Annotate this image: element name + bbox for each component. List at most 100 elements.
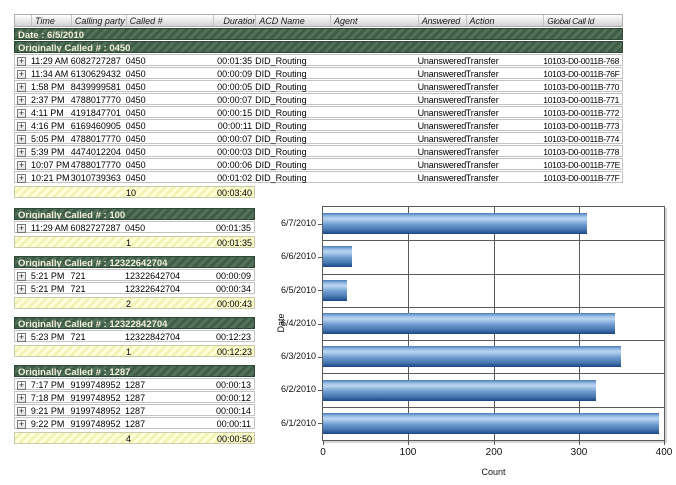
cell-calling: 3010739363 <box>70 173 121 183</box>
horizontal-gridline <box>323 274 664 275</box>
cell-calling: 4788017770 <box>70 160 121 170</box>
expand-row-button[interactable]: + <box>17 380 26 390</box>
cell-duration: 00:00:14 <box>215 406 251 416</box>
column-header-global-call-id: Global Call Id <box>543 15 622 26</box>
cell-called: 0450 <box>125 69 146 79</box>
expand-row-button[interactable]: + <box>17 69 26 79</box>
originally-called-band: Originally Called # : 12322842704 <box>14 317 255 329</box>
cell-duration: 00:00:34 <box>215 284 251 294</box>
cell-time: 10:07 PM <box>30 160 70 170</box>
cell-action: Transfer <box>465 160 499 170</box>
call-row: +5:21 PM 721 12322642704 00:00:34 <box>14 282 255 294</box>
cell-duration: 00:00:15 <box>217 108 253 118</box>
originally-called-band: Originally Called # : 1287 <box>14 365 255 377</box>
cell-duration: 00:00:05 <box>217 82 253 92</box>
expand-row-button[interactable]: + <box>17 56 26 66</box>
y-tick-label: 6/1/2010 <box>280 418 316 428</box>
x-tick-mark <box>664 441 665 445</box>
cell-called: 0450 <box>125 56 146 66</box>
total-spacer <box>15 237 126 247</box>
calls-by-date-chart: Date 6/7/2010 6/6/2010 6/5/2010 6/4/2010 6/3… <box>272 198 674 485</box>
group-sections: Originally Called # : 100 +11:29 AM 608272… <box>14 208 255 452</box>
bar-6/2/2010 <box>323 380 596 401</box>
bar-6/3/2010 <box>323 346 621 367</box>
call-row: +11:34 AM 6130629432 0450 00:00:09 DID_Routi… <box>14 67 623 79</box>
cell-called: 0450 <box>125 95 146 105</box>
expand-row-button[interactable]: + <box>17 223 26 233</box>
cell-acd: DID_Routing <box>255 147 307 157</box>
cell-action: Transfer <box>465 82 499 92</box>
y-tick-mark <box>318 290 322 291</box>
group-section: Originally Called # : 100 +11:29 AM 608272… <box>14 208 255 248</box>
call-row: +11:29 AM 6082727287 0450 00:01:35 <box>14 221 255 233</box>
expand-row-button[interactable]: + <box>17 393 26 403</box>
y-tick-mark <box>318 257 322 258</box>
cell-called: 0450 <box>125 82 146 92</box>
cell-answered: Unanswered <box>417 108 467 118</box>
total-spacer <box>15 346 126 356</box>
cell-expand: + <box>15 81 31 92</box>
cell-calling: 721 <box>70 284 86 294</box>
cell-duration: 00:00:07 <box>217 95 253 105</box>
cell-time: 1:58 PM <box>30 82 65 92</box>
group-section: Originally Called # : 1287 +7:17 PM 919974… <box>14 365 255 444</box>
group-total-row: 10 00:03:40 <box>14 186 255 198</box>
main-section-total: 10 00:03:40 <box>14 186 623 198</box>
cell-acd: DID_Routing <box>255 56 307 66</box>
expand-row-button[interactable]: + <box>17 108 26 118</box>
y-tick-mark <box>318 224 322 225</box>
cell-called: 0450 <box>125 108 146 118</box>
cell-answered: Unanswered <box>417 147 467 157</box>
cell-answered: Unanswered <box>417 134 467 144</box>
column-header-expand <box>15 15 31 26</box>
cell-agent <box>330 107 418 117</box>
cell-duration: 00:01:35 <box>217 56 253 66</box>
cell-duration: 00:00:11 <box>217 121 253 131</box>
cell-agent <box>330 159 418 169</box>
cell-agent <box>330 120 418 130</box>
expand-row-button[interactable]: + <box>17 95 26 105</box>
horizontal-gridline <box>323 407 664 408</box>
expand-row-button[interactable]: + <box>17 284 26 294</box>
group-section: Originally Called # : 12322842704 +5:23 P… <box>14 317 255 357</box>
cell-action: Transfer <box>465 95 499 105</box>
expand-row-button[interactable]: + <box>17 147 26 157</box>
expand-row-button[interactable]: + <box>17 82 26 92</box>
group-section: Originally Called # : 12322642704 +5:21 P… <box>14 256 255 309</box>
cell-answered: Unanswered <box>417 173 467 183</box>
expand-row-button[interactable]: + <box>17 406 26 416</box>
expand-row-button[interactable]: + <box>17 419 26 429</box>
cell-duration: 00:00:13 <box>215 380 251 390</box>
cell-time: 11:34 AM <box>30 69 69 79</box>
cell-time: 11:29 AM <box>30 56 69 66</box>
cell-agent <box>330 172 418 182</box>
cell-answered: Unanswered <box>417 121 467 131</box>
cell-expand: + <box>15 120 31 131</box>
cell-expand: + <box>15 94 31 105</box>
cell-agent <box>330 68 418 78</box>
cell-duration: 00:01:02 <box>217 173 253 183</box>
call-row: +10:07 PM 4788017770 0450 00:00:06 DID_Routi… <box>14 158 623 170</box>
call-row: +2:37 PM 4788017770 0450 00:00:07 DID_Routin… <box>14 93 623 105</box>
cell-called: 12322842704 <box>125 332 181 342</box>
call-row: +5:05 PM 4788017770 0450 00:00:07 DID_Routin… <box>14 132 623 144</box>
cell-action: Transfer <box>465 134 499 144</box>
cell-action: Transfer <box>465 69 499 79</box>
total-duration: 00:01:35 <box>216 238 252 248</box>
column-header-called-: Called # <box>125 15 214 26</box>
cell-agent <box>330 81 418 91</box>
expand-row-button[interactable]: + <box>17 160 26 170</box>
bar-6/5/2010 <box>323 280 347 301</box>
expand-row-button[interactable]: + <box>17 332 26 342</box>
expand-row-button[interactable]: + <box>17 173 26 183</box>
expand-row-button[interactable]: + <box>17 134 26 144</box>
cell-calling: 4191847701 <box>70 108 121 118</box>
x-tick-mark <box>408 441 409 445</box>
call-row: +4:16 PM 6169460905 0450 00:00:11 DID_Routin… <box>14 119 623 131</box>
expand-row-button[interactable]: + <box>17 121 26 131</box>
total-count: 1 <box>126 347 132 357</box>
expand-row-button[interactable]: + <box>17 271 26 281</box>
group-total-row: 1 00:01:35 <box>14 236 255 248</box>
column-header-calling-party-: Calling party # <box>70 15 126 26</box>
